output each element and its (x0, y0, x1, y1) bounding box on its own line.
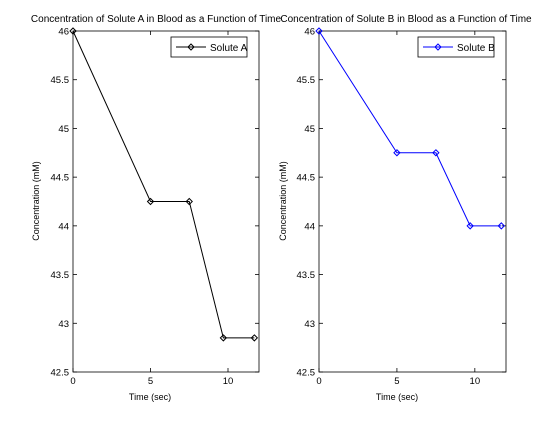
data-point (393, 149, 401, 157)
legend-label: Solute B (457, 43, 495, 54)
x-tick-label: 10 (223, 376, 234, 387)
legend-box (170, 36, 248, 58)
y-tick-label: 42.5 (51, 368, 70, 379)
y-tick-label: 44 (304, 221, 315, 232)
y-tick-label: 45 (304, 124, 315, 135)
x-tick-label: 5 (148, 376, 153, 387)
x-tick-label: 10 (470, 376, 481, 387)
y-tick-label: 43 (58, 319, 69, 330)
y-tick-label: 43 (304, 319, 315, 330)
y-axis-label: Concentration (mM) (31, 161, 41, 241)
data-point (315, 27, 323, 35)
chart-title: Concentration of Solute A in Blood as a … (31, 14, 282, 25)
x-axis-label: Time (sec) (129, 392, 171, 402)
x-tick-label: 0 (316, 376, 321, 387)
y-tick-label: 45.5 (297, 75, 316, 86)
y-tick-label: 46 (58, 27, 69, 38)
data-point (466, 222, 474, 230)
legend: Solute A (170, 36, 248, 58)
data-point (185, 197, 193, 206)
subplot-solute-a: Concentration of Solute A in Blood as a … (31, 14, 282, 402)
x-tick-label: 5 (394, 376, 399, 387)
y-tick-label: 44.5 (297, 173, 316, 184)
axes-frame (318, 30, 507, 373)
x-tick-label: 0 (70, 376, 75, 387)
y-tick-label: 42.5 (297, 368, 316, 379)
legend-marker (187, 43, 195, 51)
data-point (497, 222, 506, 230)
x-axis-label: Time (sec) (376, 392, 418, 402)
y-tick-label: 45.5 (51, 75, 70, 86)
chart-title: Concentration of Solute B in Blood as a … (280, 14, 532, 25)
y-tick-label: 43.5 (51, 270, 70, 281)
y-tick-label: 45 (58, 124, 69, 135)
y-axis-label: Concentration (mM) (278, 161, 288, 241)
y-tick-label: 43.5 (297, 270, 316, 281)
series-line (318, 30, 502, 227)
data-point (250, 334, 259, 342)
plot-area: 42.5 43 43.5 44 44.5 45 45.5 46 0 5 10 (51, 27, 260, 387)
y-tick-label: 44 (58, 221, 69, 232)
y-tick-label: 46 (304, 27, 315, 38)
legend-label: Solute A (210, 43, 248, 54)
legend: Solute B (417, 36, 495, 58)
data-point (219, 334, 228, 342)
data-point (432, 149, 440, 157)
legend-box (417, 36, 495, 58)
y-tick-label: 44.5 (51, 173, 70, 184)
plot-area: 42.5 43 43.5 44 44.5 45 45.5 46 0 5 10 (297, 27, 507, 387)
subplot-solute-b: Concentration of Solute B in Blood as a … (278, 14, 532, 402)
legend-marker (434, 43, 442, 51)
data-point (146, 197, 155, 206)
series-line (72, 30, 255, 339)
data-point (69, 27, 77, 35)
